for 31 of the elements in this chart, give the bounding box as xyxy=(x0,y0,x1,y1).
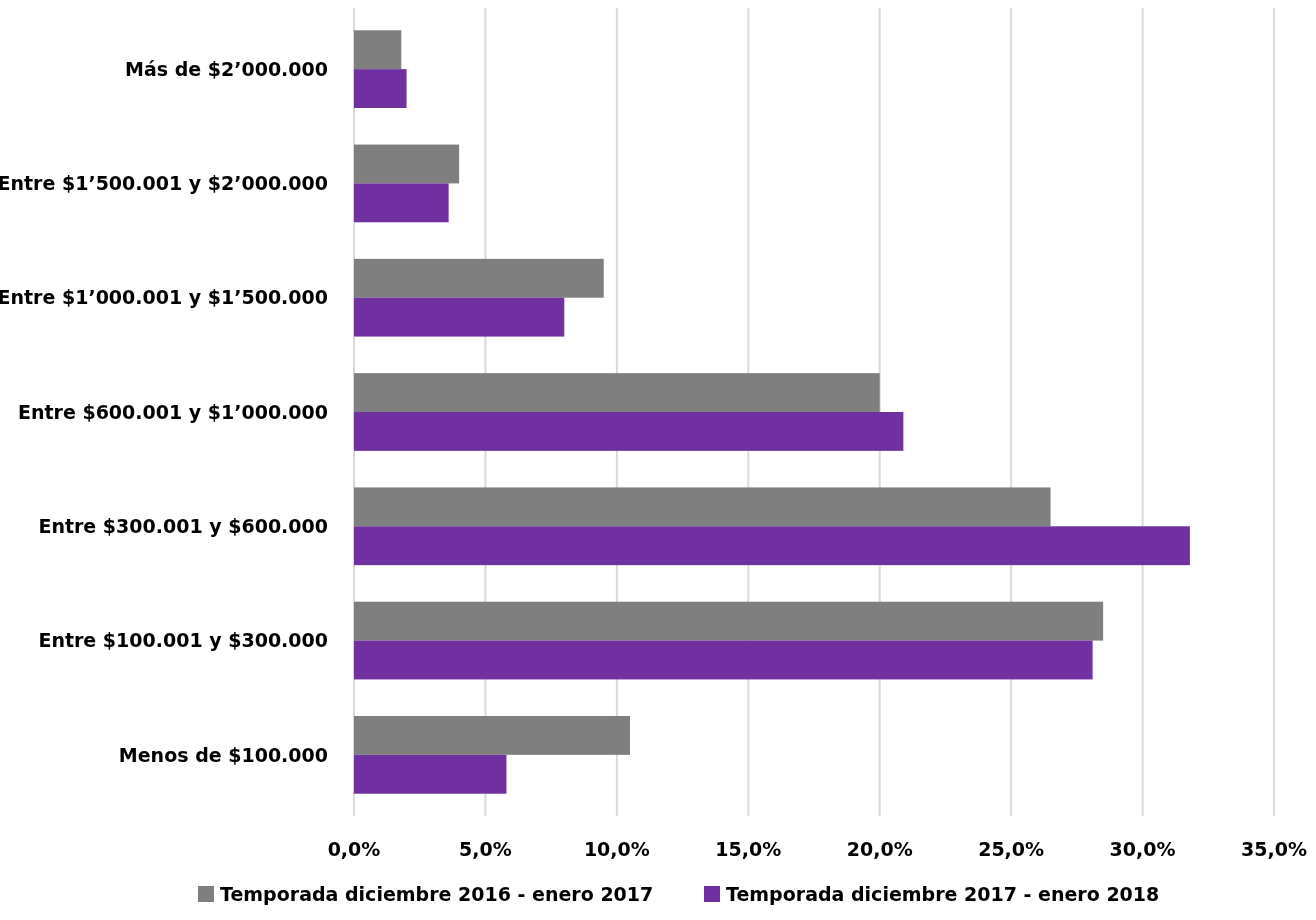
x-tick-label: 30,0% xyxy=(1109,838,1176,860)
bar xyxy=(354,526,1190,566)
bar xyxy=(354,183,449,223)
legend-label: Temporada diciembre 2017 - enero 2018 xyxy=(726,882,1160,905)
bar xyxy=(354,373,880,412)
x-tick-label: 35,0% xyxy=(1241,838,1307,860)
y-tick-label: Entre $1’500.001 y $2’000.000 xyxy=(0,172,328,195)
x-tick-label: 20,0% xyxy=(846,838,913,860)
bar xyxy=(354,487,1051,527)
bar xyxy=(354,30,402,70)
bar xyxy=(354,640,1093,680)
bar xyxy=(354,144,460,184)
y-tick-label: Entre $300.001 y $600.000 xyxy=(38,514,328,537)
bar xyxy=(354,601,1104,641)
bar xyxy=(354,412,904,451)
bar xyxy=(354,258,604,298)
bar xyxy=(354,297,565,337)
x-tick-label: 10,0% xyxy=(583,838,650,860)
bar xyxy=(354,754,507,794)
y-tick-label: Más de $2’000.000 xyxy=(125,57,328,80)
x-tick-label: 25,0% xyxy=(978,838,1045,860)
x-tick-label: 0,0% xyxy=(327,838,381,860)
x-tick-label: 15,0% xyxy=(715,838,782,860)
x-tick-label: 5,0% xyxy=(459,838,512,860)
y-tick-label: Entre $1’000.001 y $1’500.000 xyxy=(0,286,328,309)
bar xyxy=(354,716,630,755)
y-tick-label: Entre $600.001 y $1’000.000 xyxy=(17,400,328,423)
legend-label: Temporada diciembre 2016 - enero 2017 xyxy=(220,882,654,905)
y-tick-label: Entre $100.001 y $300.000 xyxy=(38,629,328,652)
y-tick-label: Menos de $100.000 xyxy=(118,743,328,766)
bar xyxy=(354,69,407,108)
